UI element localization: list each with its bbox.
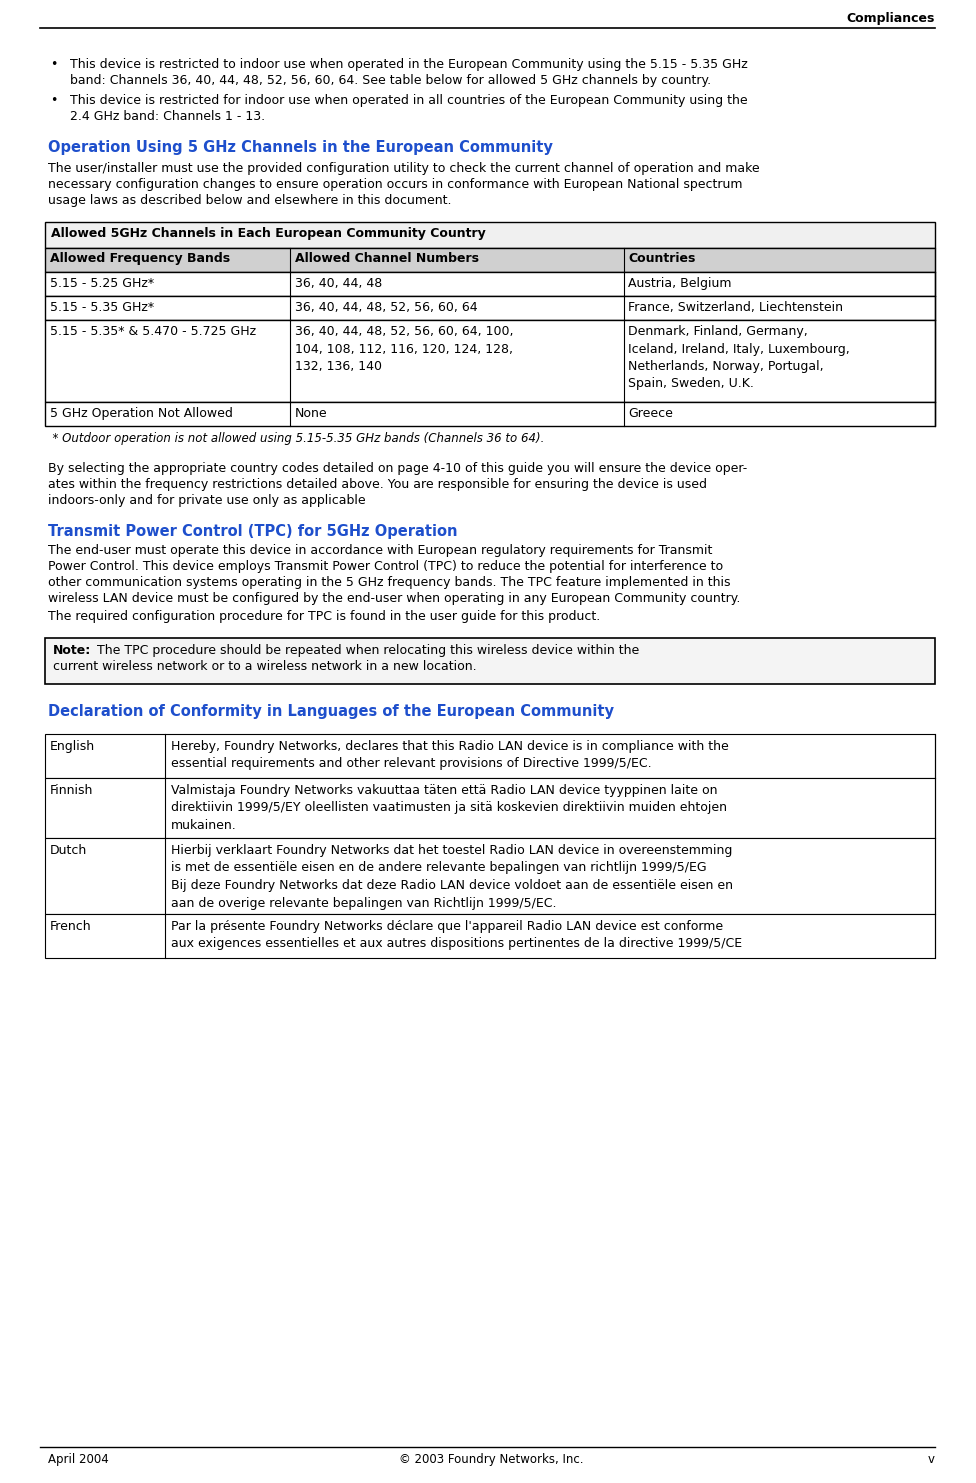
- Text: •: •: [50, 93, 58, 107]
- Text: Par la présente Foundry Networks déclare que l'appareil Radio LAN device est con: Par la présente Foundry Networks déclare…: [171, 919, 743, 951]
- Bar: [45, 297, 935, 320]
- Text: Power Control. This device employs Transmit Power Control (TPC) to reduce the po: Power Control. This device employs Trans…: [48, 561, 723, 572]
- Bar: [45, 638, 935, 684]
- Text: Denmark, Finland, Germany,
Iceland, Ireland, Italy, Luxembourg,
Netherlands, Nor: Denmark, Finland, Germany, Iceland, Irel…: [629, 325, 850, 390]
- Text: other communication systems operating in the 5 GHz frequency bands. The TPC feat: other communication systems operating in…: [48, 575, 730, 589]
- Text: French: French: [50, 919, 92, 933]
- Text: Operation Using 5 GHz Channels in the European Community: Operation Using 5 GHz Channels in the Eu…: [48, 139, 552, 156]
- Text: Valmistaja Foundry Networks vakuuttaa täten että Radio LAN device tyyppinen lait: Valmistaja Foundry Networks vakuuttaa tä…: [171, 785, 727, 832]
- Text: Compliances: Compliances: [846, 12, 935, 25]
- Text: The user/installer must use the provided configuration utility to check the curr: The user/installer must use the provided…: [48, 162, 759, 175]
- Text: Declaration of Conformity in Languages of the European Community: Declaration of Conformity in Languages o…: [48, 704, 614, 719]
- Text: This device is restricted to indoor use when operated in the European Community : This device is restricted to indoor use …: [70, 58, 748, 71]
- Text: The end-user must operate this device in accordance with European regulatory req: The end-user must operate this device in…: [48, 544, 712, 558]
- Text: ates within the frequency restrictions detailed above. You are responsible for e: ates within the frequency restrictions d…: [48, 478, 707, 491]
- Text: v: v: [928, 1453, 935, 1467]
- Bar: [45, 248, 935, 271]
- Bar: [45, 402, 935, 426]
- Text: band: Channels 36, 40, 44, 48, 52, 56, 60, 64. See table below for allowed 5 GHz: band: Channels 36, 40, 44, 48, 52, 56, 6…: [70, 74, 712, 87]
- Text: English: English: [50, 740, 95, 753]
- Text: 5.15 - 5.35 GHz*: 5.15 - 5.35 GHz*: [50, 301, 154, 314]
- Text: wireless LAN device must be configured by the end-user when operating in any Eur: wireless LAN device must be configured b…: [48, 592, 741, 605]
- Text: current wireless network or to a wireless network in a new location.: current wireless network or to a wireles…: [53, 660, 476, 673]
- Text: By selecting the appropriate country codes detailed on page 4-10 of this guide y: By selecting the appropriate country cod…: [48, 463, 748, 475]
- Text: Greece: Greece: [629, 406, 673, 420]
- Text: 5 GHz Operation Not Allowed: 5 GHz Operation Not Allowed: [50, 406, 233, 420]
- Text: •: •: [50, 58, 58, 71]
- Text: Allowed 5GHz Channels in Each European Community Country: Allowed 5GHz Channels in Each European C…: [51, 227, 486, 240]
- Text: Allowed Channel Numbers: Allowed Channel Numbers: [295, 252, 479, 265]
- Text: Austria, Belgium: Austria, Belgium: [629, 277, 732, 291]
- Text: Dutch: Dutch: [50, 844, 87, 857]
- Text: The required configuration procedure for TPC is found in the user guide for this: The required configuration procedure for…: [48, 610, 600, 623]
- Text: necessary configuration changes to ensure operation occurs in conformance with E: necessary configuration changes to ensur…: [48, 178, 743, 191]
- Bar: [45, 838, 935, 914]
- Bar: [45, 914, 935, 958]
- Text: 5.15 - 5.25 GHz*: 5.15 - 5.25 GHz*: [50, 277, 154, 291]
- Bar: [45, 271, 935, 297]
- Text: 36, 40, 44, 48: 36, 40, 44, 48: [295, 277, 382, 291]
- Text: None: None: [295, 406, 327, 420]
- Text: April 2004: April 2004: [48, 1453, 108, 1467]
- Text: Countries: Countries: [629, 252, 696, 265]
- Text: Transmit Power Control (TPC) for 5GHz Operation: Transmit Power Control (TPC) for 5GHz Op…: [48, 523, 458, 538]
- Text: Finnish: Finnish: [50, 785, 94, 796]
- Text: * Outdoor operation is not allowed using 5.15-5.35 GHz bands (Channels 36 to 64): * Outdoor operation is not allowed using…: [45, 432, 545, 445]
- Text: usage laws as described below and elsewhere in this document.: usage laws as described below and elsewh…: [48, 194, 452, 208]
- Text: indoors-only and for private use only as applicable: indoors-only and for private use only as…: [48, 494, 366, 507]
- Text: 36, 40, 44, 48, 52, 56, 60, 64: 36, 40, 44, 48, 52, 56, 60, 64: [295, 301, 477, 314]
- Bar: [45, 734, 935, 779]
- Text: © 2003 Foundry Networks, Inc.: © 2003 Foundry Networks, Inc.: [399, 1453, 584, 1467]
- Text: 2.4 GHz band: Channels 1 - 13.: 2.4 GHz band: Channels 1 - 13.: [70, 110, 265, 123]
- Text: 36, 40, 44, 48, 52, 56, 60, 64, 100,
104, 108, 112, 116, 120, 124, 128,
132, 136: 36, 40, 44, 48, 52, 56, 60, 64, 100, 104…: [295, 325, 513, 374]
- Text: Hereby, Foundry Networks, declares that this Radio LAN device is in compliance w: Hereby, Foundry Networks, declares that …: [171, 740, 729, 771]
- Text: Note:: Note:: [53, 644, 91, 657]
- Bar: [45, 222, 935, 248]
- Text: This device is restricted for indoor use when operated in all countries of the E: This device is restricted for indoor use…: [70, 93, 748, 107]
- Text: Allowed Frequency Bands: Allowed Frequency Bands: [50, 252, 230, 265]
- Text: 5.15 - 5.35* & 5.470 - 5.725 GHz: 5.15 - 5.35* & 5.470 - 5.725 GHz: [50, 325, 256, 338]
- Text: France, Switzerland, Liechtenstein: France, Switzerland, Liechtenstein: [629, 301, 843, 314]
- Bar: [45, 779, 935, 838]
- Text: Hierbij verklaart Foundry Networks dat het toestel Radio LAN device in overeenst: Hierbij verklaart Foundry Networks dat h…: [171, 844, 733, 909]
- Text: The TPC procedure should be repeated when relocating this wireless device within: The TPC procedure should be repeated whe…: [89, 644, 639, 657]
- Bar: [45, 320, 935, 402]
